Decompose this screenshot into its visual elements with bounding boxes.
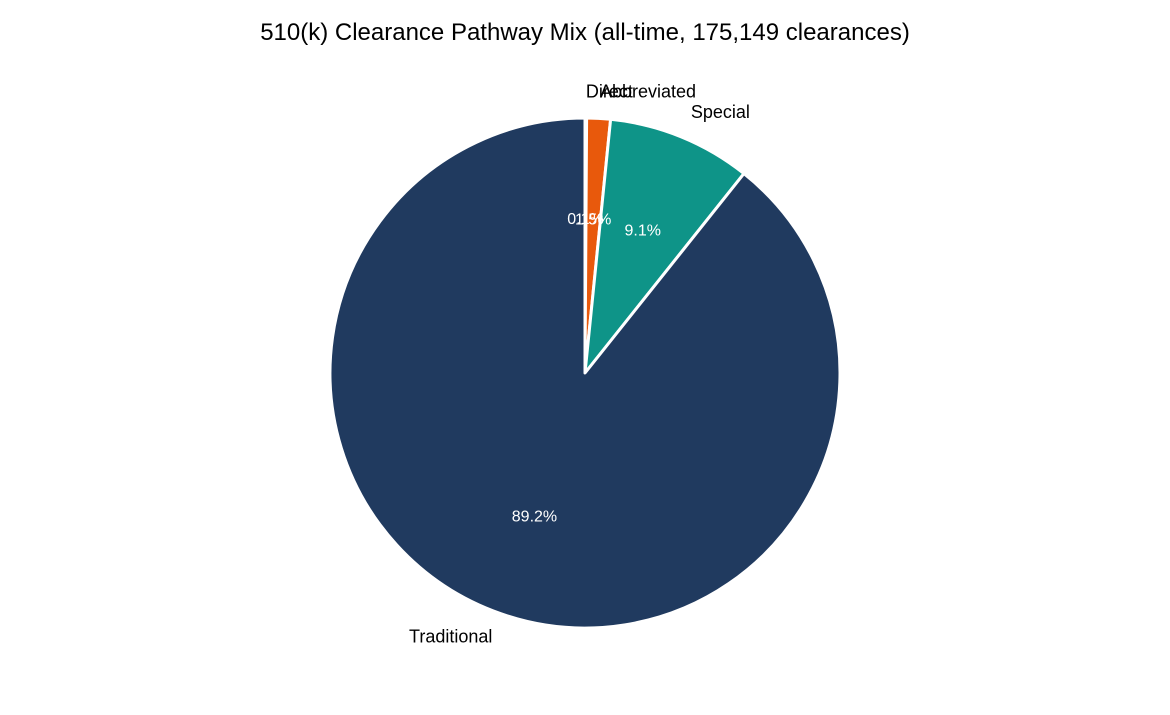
slice-label-special: Special [691, 102, 750, 122]
pie-slice-traditional [328, 116, 842, 630]
pie-labels: Direct 0.1% Abbreviated 1.5% Special 9.1% Trad… [409, 81, 750, 646]
pie-slices [328, 116, 842, 630]
slice-label-traditional: Traditional [409, 627, 492, 647]
pie-slice-special [583, 117, 746, 375]
slice-label-direct: Direct [586, 81, 633, 101]
slice-percent-direct: 0.1% [567, 211, 603, 228]
slice-label-abbreviated: Abbreviated [600, 82, 696, 102]
slice-percent-abbreviated: 1.5% [575, 211, 611, 228]
chart-title: 510(k) Clearance Pathway Mix (all-time, … [260, 19, 910, 46]
slice-percent-traditional: 89.2% [512, 509, 557, 526]
slice-percent-special: 9.1% [624, 223, 660, 240]
